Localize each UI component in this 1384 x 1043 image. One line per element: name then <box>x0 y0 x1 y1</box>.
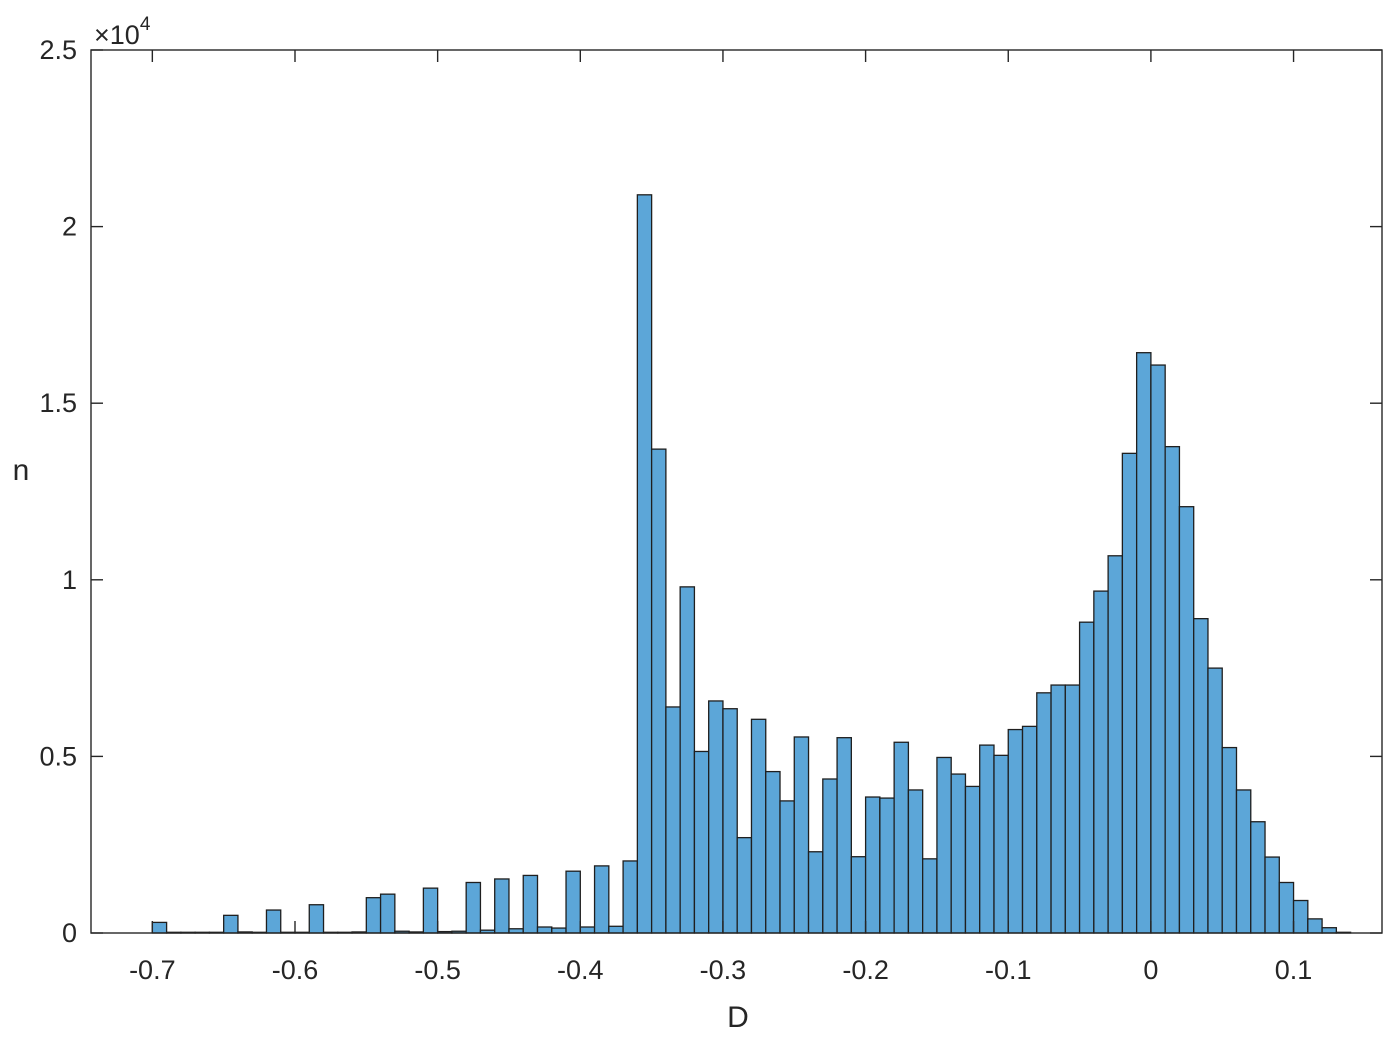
histogram-bar <box>365 897 382 934</box>
histogram-bar <box>1278 881 1295 934</box>
histogram-bar <box>922 858 938 934</box>
histogram-bar <box>793 736 810 934</box>
histogram-bar <box>551 927 567 934</box>
histogram-bar <box>223 914 239 934</box>
histogram-bar <box>822 778 838 934</box>
histogram-bar <box>379 893 396 934</box>
histogram-bar <box>1107 555 1124 934</box>
histogram-bar <box>1178 506 1195 934</box>
histogram-bar <box>736 836 753 934</box>
histogram-bar <box>422 887 439 934</box>
histogram-bar <box>964 785 981 934</box>
histogram-bar <box>1021 725 1038 934</box>
histogram-bar <box>708 700 724 934</box>
x-tick-label: 0.1 <box>1275 955 1313 985</box>
histogram-bar <box>536 926 553 934</box>
histogram-bar <box>579 926 596 934</box>
x-tick-label: 0 <box>1143 955 1158 985</box>
histogram-bar <box>1221 746 1238 934</box>
x-tick-label: -0.3 <box>700 955 747 985</box>
histogram-bar <box>993 754 1009 934</box>
histogram-bar <box>779 800 795 934</box>
histogram-bar <box>864 796 881 934</box>
histogram-bar <box>893 741 910 934</box>
histogram-bar <box>465 881 482 934</box>
histogram-bar <box>1036 692 1052 934</box>
histogram-bar <box>265 909 282 934</box>
y-multiplier: ×104 <box>94 14 151 50</box>
x-tick-label: -0.5 <box>414 955 461 985</box>
histogram-bar <box>608 925 624 934</box>
histogram-bar <box>722 708 738 934</box>
y-multiplier-sign: × <box>94 20 110 50</box>
y-multiplier-base: 10 <box>110 20 140 50</box>
histogram-bar <box>522 874 539 934</box>
x-tick-label: -0.1 <box>985 955 1032 985</box>
histogram-bar <box>1250 821 1266 934</box>
x-tick-label: -0.4 <box>557 955 604 985</box>
y-tick-label: 0 <box>62 918 77 948</box>
histogram-bar <box>1078 621 1095 934</box>
y-tick-label: 2.5 <box>39 35 77 65</box>
histogram-bar <box>1150 364 1166 934</box>
y-tick-label: 0.5 <box>39 741 77 771</box>
histogram-bar <box>1064 684 1081 934</box>
ticks-group: -0.7 -0.6 -0.5 -0.4 -0.3 -0.2 -0.1 0 0.1 0 0.5 1 1.5… <box>39 35 1382 985</box>
histogram-bar <box>979 744 995 934</box>
histogram-bar <box>1264 856 1280 934</box>
histogram-bar <box>679 586 696 934</box>
histogram-bar <box>1007 728 1024 934</box>
histogram-bar <box>950 773 967 934</box>
histogram-bar <box>693 750 710 934</box>
histogram-bar <box>650 448 667 934</box>
histogram-bar <box>665 706 681 934</box>
histogram-bar <box>1093 590 1109 934</box>
y-tick-label: 2 <box>62 212 77 242</box>
histogram-bar <box>1292 899 1309 934</box>
histogram-bar <box>907 789 924 934</box>
histogram-bar <box>636 194 653 934</box>
histogram-bar <box>565 870 581 934</box>
plot-frame <box>90 49 1383 934</box>
histogram-bar <box>1321 927 1338 934</box>
x-tick-label: -0.2 <box>842 955 889 985</box>
histogram-bar <box>765 770 781 934</box>
x-tick-label: -0.7 <box>129 955 176 985</box>
bars-group <box>151 194 1352 934</box>
histogram-bar <box>807 851 824 934</box>
histogram-bar <box>879 797 895 934</box>
histogram-bar <box>850 856 867 934</box>
histogram-bar <box>593 865 610 934</box>
histogram-bar <box>1193 618 1209 934</box>
histogram-bar <box>750 718 767 934</box>
histogram-bar <box>1207 667 1223 934</box>
histogram-bar <box>1121 452 1138 934</box>
y-tick-label: 1 <box>62 565 77 595</box>
histogram-bar <box>1164 445 1181 934</box>
histogram-bar <box>1307 918 1323 934</box>
histogram-bar <box>1135 352 1152 934</box>
x-axis-label: D <box>727 1001 749 1034</box>
y-multiplier-exponent: 4 <box>140 14 151 35</box>
x-tick-label: -0.6 <box>272 955 319 985</box>
histogram-bar <box>308 904 325 934</box>
histogram-bar <box>1235 789 1252 934</box>
y-tick-label: 1.5 <box>39 388 77 418</box>
histogram-bar <box>836 737 852 934</box>
histogram-bar <box>151 921 168 934</box>
histogram-bar <box>494 878 510 934</box>
histogram-bar <box>1050 684 1066 934</box>
y-axis-label: n <box>13 454 30 487</box>
histogram-bar <box>622 860 639 934</box>
histogram-bar <box>936 756 952 934</box>
